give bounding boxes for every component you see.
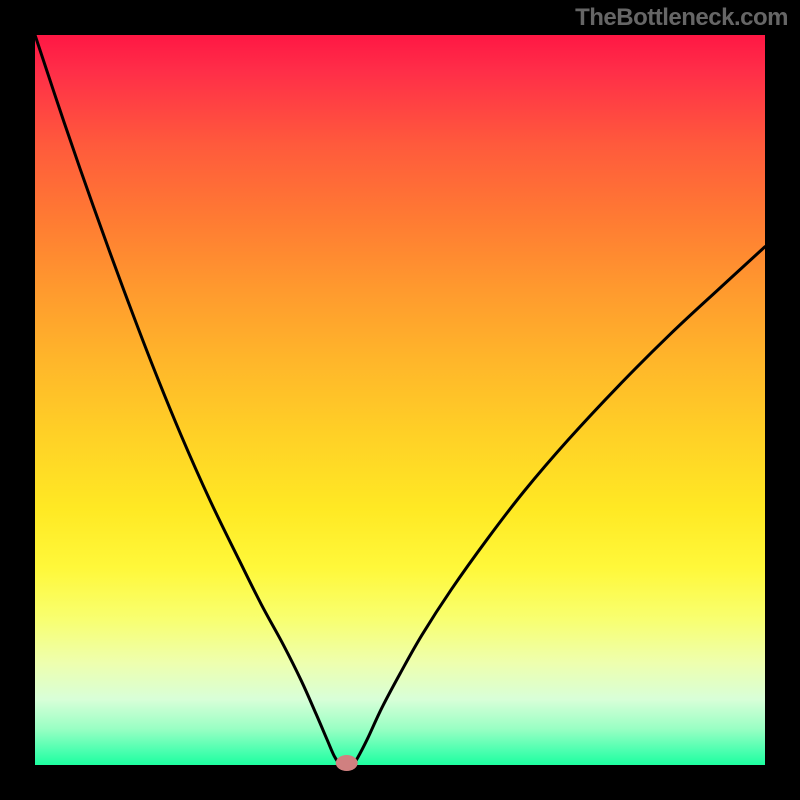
chart-container: TheBottleneck.com (0, 0, 800, 800)
chart-plot-area (35, 35, 765, 765)
bottleneck-chart (0, 0, 800, 800)
watermark-text: TheBottleneck.com (575, 4, 788, 32)
optimal-marker (336, 755, 358, 771)
